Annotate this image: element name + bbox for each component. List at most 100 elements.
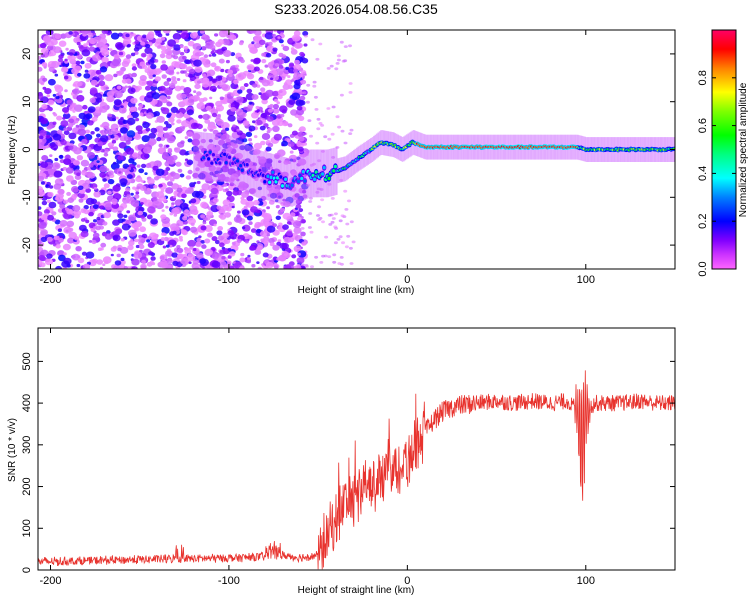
spectrogram-noise-blob xyxy=(126,210,131,214)
spectrogram-noise-blob xyxy=(246,64,255,71)
spectrogram-halo xyxy=(303,152,305,201)
spectrogram-noise-blob xyxy=(180,140,185,145)
spectrogram-noise-blob xyxy=(122,152,128,157)
spectrogram-halo xyxy=(324,149,327,198)
spectrogram-noise-blob xyxy=(97,247,103,251)
x-tick-label: 100 xyxy=(577,575,595,587)
spectrogram-noise-blob xyxy=(139,244,145,249)
spectrogram-noise-blob xyxy=(73,147,82,155)
spectrogram-noise-blob xyxy=(298,115,305,121)
spectrogram-signal-core xyxy=(279,175,283,179)
spectrogram-noise-blob xyxy=(309,134,313,138)
spectrogram-noise-blob xyxy=(59,203,65,209)
spectrogram-noise-blob xyxy=(87,120,94,126)
spectrogram-noise-blob xyxy=(117,155,124,161)
spectrogram-noise-blob xyxy=(227,247,232,251)
spectrogram-noise-blob xyxy=(88,163,94,168)
spectrogram-noise-blob xyxy=(54,33,62,40)
spectrogram-noise-blob xyxy=(171,252,178,258)
spectrogram-noise-blob xyxy=(147,108,152,112)
spectrogram-noise-blob xyxy=(141,135,150,143)
spectrogram-noise-blob xyxy=(46,125,53,130)
spectrogram-noise-blob xyxy=(155,191,165,199)
spectrogram-noise-blob xyxy=(272,47,278,52)
spectrogram-signal-core xyxy=(271,170,275,175)
spectrogram-noise-blob xyxy=(173,55,179,60)
spectrogram-noise-blob xyxy=(349,220,354,224)
spectrogram-signal-core xyxy=(301,170,305,174)
spectrogram-noise-blob xyxy=(171,122,175,126)
spectrogram-noise-blob xyxy=(144,47,153,55)
spectrogram-noise-blob xyxy=(247,257,251,261)
spectrogram-noise-blob xyxy=(293,72,302,80)
spectrogram-noise-blob xyxy=(134,194,140,199)
spectrogram-noise-blob xyxy=(277,36,281,39)
spectrogram-noise-blob xyxy=(55,244,61,249)
spectrogram-noise-blob xyxy=(167,39,177,47)
spectrogram-noise-blob xyxy=(344,208,349,211)
spectrogram-halo xyxy=(198,131,201,180)
spectrogram-noise-blob xyxy=(248,101,253,105)
spectrogram-noise-blob xyxy=(320,198,325,202)
spectrogram-noise-blob xyxy=(266,45,275,53)
spectrogram-noise-blob xyxy=(282,212,291,220)
spectrogram-noise-blob xyxy=(343,189,348,193)
spectrogram-noise-blob xyxy=(157,262,161,266)
spectrogram-noise-blob xyxy=(235,96,244,103)
spectrogram-noise-blob xyxy=(144,143,150,148)
spectrogram-noise-blob xyxy=(195,191,204,199)
spectrogram-noise-blob xyxy=(160,255,165,260)
spectrogram-noise-blob xyxy=(171,202,175,206)
spectrogram-noise-blob xyxy=(82,104,88,110)
spectrogram-signal-core xyxy=(240,168,244,173)
spectrogram-noise-blob xyxy=(287,84,294,90)
spectrogram-noise-blob xyxy=(109,48,113,51)
spectrogram-noise-blob xyxy=(324,235,329,239)
spectrogram-noise-blob xyxy=(171,207,180,215)
spectrogram-noise-blob xyxy=(212,129,219,135)
spectrogram-noise-blob xyxy=(45,134,51,139)
spectrogram-noise-blob xyxy=(75,124,80,128)
spectrogram-noise-blob xyxy=(112,146,119,152)
spectrogram-noise-blob xyxy=(250,228,257,233)
spectrogram-noise-blob xyxy=(291,34,301,42)
spectrogram-noise-blob xyxy=(104,74,114,82)
spectrogram-noise-blob xyxy=(292,221,302,229)
spectrogram-noise-blob xyxy=(40,214,48,221)
spectrogram-noise-blob xyxy=(159,149,165,154)
spectrogram-noise-blob xyxy=(189,205,198,213)
spectrogram-noise-blob xyxy=(265,52,272,58)
spectrogram-halo xyxy=(287,158,289,206)
spectrogram-signal-core xyxy=(314,170,318,174)
spectrogram-noise-blob xyxy=(146,112,154,119)
spectrogram-noise-blob xyxy=(192,49,202,57)
spectrogram-noise-blob xyxy=(260,87,266,92)
spectrogram-noise-blob xyxy=(268,237,275,244)
spectrogram-noise-blob xyxy=(62,117,66,120)
spectrogram-noise-blob xyxy=(180,32,190,40)
spectrogram-noise-blob xyxy=(176,187,183,193)
spectrogram-noise-blob xyxy=(48,201,57,209)
spectrogram-noise-blob xyxy=(145,85,151,91)
spectrogram-noise-blob xyxy=(332,253,337,257)
y-tick-label: 200 xyxy=(21,477,33,495)
spectrogram-noise-blob xyxy=(163,126,168,131)
spectrogram-noise-blob xyxy=(166,112,172,117)
spectrogram-noise-blob xyxy=(127,166,132,171)
spectrogram-noise-blob xyxy=(102,263,106,267)
spectrogram-signal-core xyxy=(211,153,215,157)
spectrogram-noise-blob xyxy=(76,34,80,38)
spectrogram-noise-blob xyxy=(121,60,130,68)
spectrogram-noise-blob xyxy=(149,260,154,264)
spectrogram-noise-blob xyxy=(41,62,48,67)
spectrogram-noise-blob xyxy=(169,223,179,231)
spectrogram-noise-blob xyxy=(90,131,95,135)
spectrogram-noise-blob xyxy=(55,265,63,269)
spectrogram-noise-blob xyxy=(141,163,147,169)
spectrogram-noise-blob xyxy=(58,54,64,59)
spectrogram-noise-blob xyxy=(46,45,54,51)
spectrogram-noise-blob xyxy=(338,219,343,223)
spectrogram-noise-blob xyxy=(125,33,130,38)
spectrogram-noise-blob xyxy=(206,211,214,217)
spectrogram-noise-blob xyxy=(328,223,333,226)
